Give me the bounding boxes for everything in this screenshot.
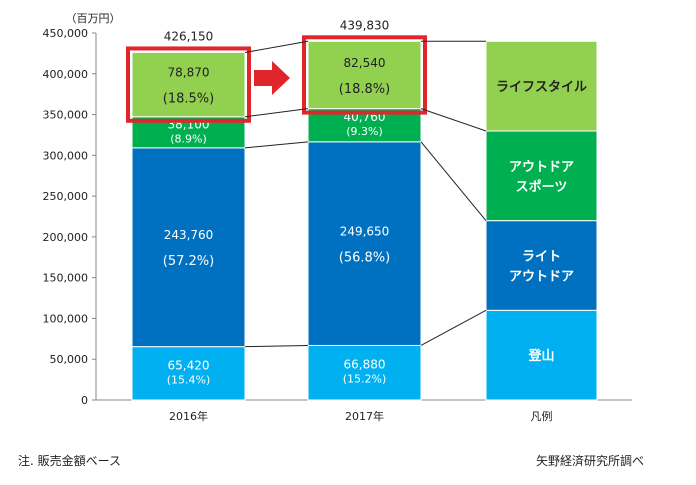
bar-segment: [307, 141, 422, 346]
x-tick-label: 2017年: [345, 409, 384, 423]
y-tick-label: 250,000: [43, 190, 89, 203]
connector-line: [244, 108, 309, 118]
legend-swatch: [485, 40, 598, 132]
connector-line: [420, 309, 487, 346]
y-tick-label: 400,000: [43, 68, 89, 81]
bar-value-label: 249,650: [340, 225, 390, 239]
bar-total-label: 439,830: [340, 18, 390, 32]
bar-segment: [131, 346, 246, 401]
footnote-left: 注. 販売金額ベース: [18, 454, 122, 468]
bar-total-label: 426,150: [164, 29, 214, 43]
bar-value-label: 243,760: [164, 228, 214, 242]
bar-share-label: (8.9%): [170, 132, 207, 145]
bar-share-label: (56.8%): [339, 251, 390, 266]
y-axis-unit-label: （百万円）: [66, 12, 121, 25]
bar-share-label: (57.2%): [163, 254, 214, 269]
bar-share-label: (9.3%): [346, 125, 383, 138]
legend-label: ライト: [522, 249, 561, 264]
connector-line: [420, 141, 487, 221]
bar-segment: [131, 147, 246, 348]
footnote-right: 矢野経済研究所調べ: [536, 454, 645, 468]
y-tick-label: 150,000: [43, 272, 89, 285]
connector-line: [244, 40, 309, 53]
bar-share-label: (18.5%): [163, 92, 214, 107]
legend-label: ライフスタイル: [496, 80, 587, 95]
highlight-box: [302, 35, 427, 115]
connector-line: [244, 344, 309, 348]
bar-value-label: 82,540: [344, 56, 386, 70]
y-tick-label: 100,000: [43, 312, 89, 325]
x-tick-label: 2016年: [169, 409, 208, 423]
legend-label: スポーツ: [516, 179, 568, 195]
bar-value-label: 65,420: [168, 358, 210, 372]
highlight-arrow-icon: [254, 61, 290, 95]
legend-label: アウトドア: [509, 269, 574, 284]
y-tick-label: 450,000: [43, 27, 89, 40]
y-tick-label: 200,000: [43, 231, 89, 244]
y-tick-label: 300,000: [43, 149, 89, 162]
legend-swatch: [485, 130, 598, 222]
bar-segment: [131, 51, 246, 118]
x-tick-label-legend: 凡例: [531, 409, 553, 423]
y-tick-label: 0: [81, 394, 88, 407]
highlight-box: [126, 46, 251, 123]
bar-value-label: 78,870: [168, 66, 210, 80]
legend-swatch: [485, 309, 598, 401]
bar-segment: [307, 40, 422, 110]
connector-line: [244, 141, 309, 149]
y-tick-label: 350,000: [43, 109, 89, 122]
bar-value-label: 66,880: [344, 358, 386, 372]
legend-label: アウトドア: [509, 160, 574, 175]
bar-share-label: (18.8%): [339, 82, 390, 97]
y-tick-label: 50,000: [50, 353, 89, 366]
connector-line: [420, 108, 487, 132]
bar-share-label: (15.2%): [343, 373, 387, 386]
bar-share-label: (15.4%): [167, 373, 211, 386]
legend-swatch: [485, 220, 598, 311]
legend-label: 登山: [527, 348, 554, 364]
